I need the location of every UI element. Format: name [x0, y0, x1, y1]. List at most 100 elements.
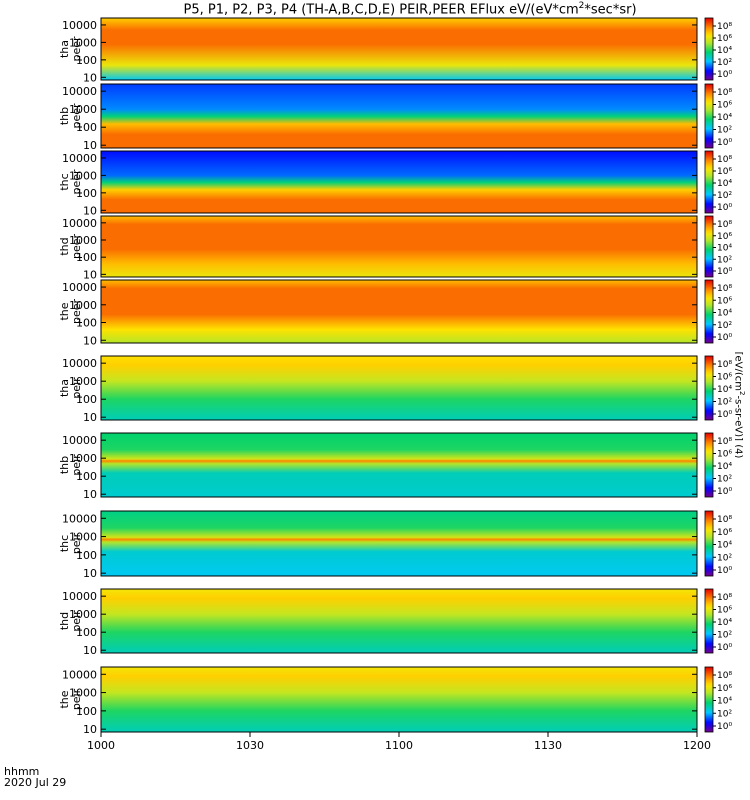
- panel-label-probe: the: [58, 690, 71, 708]
- colorbar-label-prefix: [eV/(cm: [735, 351, 744, 392]
- panel-label-probe: thc: [58, 173, 71, 190]
- colorbar-tick-label: 10⁸: [717, 437, 732, 447]
- panel-frame: [100, 150, 698, 214]
- y-tick-label: 10: [83, 71, 97, 84]
- colorbar-thc-peer: [704, 150, 714, 214]
- colorbar-label-suffix: -s-sr-eV)] (4): [735, 395, 744, 459]
- panel-label: thepeir: [58, 688, 83, 710]
- y-tick-label: 10000: [62, 152, 97, 165]
- colorbar-tick-label: 10⁶: [717, 34, 732, 44]
- colorbar-tick-label: 10⁸: [717, 360, 732, 370]
- chart-title: P5, P1, P2, P3, P4 (TH-A,B,C,D,E) PEIR,P…: [100, 1, 720, 17]
- colorbar-tick-label: 10⁰: [717, 333, 732, 343]
- y-tick-label: 1000: [69, 687, 97, 700]
- colorbar-tick-label: 10⁸: [717, 515, 732, 525]
- x-tick-label: 1130: [534, 739, 562, 752]
- colorbar-thd-peer: [704, 215, 714, 278]
- y-tick-label: 10000: [62, 512, 97, 525]
- panel-frame: [100, 510, 698, 577]
- colorbar-tick-label: 10⁶: [717, 167, 732, 177]
- panel-thc-peer: 10 100 1000 10000 thcpeer 10⁸ 10⁶ 10⁴ 10² 10⁰: [58, 150, 732, 217]
- colorbar-tick-label: 10²: [717, 631, 732, 641]
- y-tick-label: 100: [76, 549, 97, 562]
- panel-label: thcpeir: [58, 532, 83, 554]
- colorbar-the-peer: [704, 279, 714, 344]
- colorbar-tick-label: 10²: [717, 191, 732, 201]
- spectrogram-panels: 10100100010000thapeer10⁸10⁶10⁴10²10⁰1010…: [58, 17, 732, 736]
- panel-thb-peir: 10 100 1000 10000 thbpeir 10⁸ 10⁶ 10⁴ 10² 10⁰: [58, 432, 732, 501]
- panel-frame: [100, 17, 698, 81]
- x-tick-label: 1000: [87, 739, 115, 752]
- y-tick-label: 10: [83, 139, 97, 152]
- y-tick-label: 10: [83, 268, 97, 281]
- y-tick-label: 10000: [62, 668, 97, 681]
- chart-title-sup: 2: [578, 1, 585, 11]
- y-tick-label: 1000: [69, 103, 97, 116]
- y-tick-label: 100: [76, 251, 97, 264]
- panel-label-species: peir: [70, 454, 83, 476]
- colorbar-tick-label: 10⁸: [717, 284, 732, 294]
- colorbar-tick-label: 10⁴: [717, 113, 732, 123]
- panel-label-species: peer: [70, 169, 83, 195]
- colorbar-tick-label: 10⁰: [717, 643, 732, 653]
- panel-spectrogram-thc-peir: [101, 511, 697, 576]
- colorbar-tick-label: 10⁰: [717, 267, 732, 277]
- y-tick-label: 100: [76, 317, 97, 330]
- colorbar-tick-label: 10⁰: [717, 138, 732, 148]
- panel-spectrogram-the-peer: [101, 280, 697, 343]
- panel-spectrogram-thd-peir: [101, 589, 697, 653]
- colorbar-tick-label: 10⁴: [717, 697, 732, 707]
- y-tick-label: 1000: [69, 452, 97, 465]
- panel-frame: [100, 279, 698, 344]
- colorbar-the-peir: [704, 666, 714, 733]
- y-tick-label: 100: [76, 470, 97, 483]
- panel-label-probe: thd: [58, 237, 71, 255]
- colorbar-tick-label: 10²: [717, 255, 732, 265]
- colorbar-tick-label: 10²: [717, 398, 732, 408]
- colorbar-tick-label: 10⁶: [717, 101, 732, 111]
- colorbar-tick-label: 10⁶: [717, 232, 732, 242]
- colorbar-tick-label: 10⁴: [717, 462, 732, 472]
- y-tick-label: 10: [83, 567, 97, 580]
- y-tick-label: 10: [83, 723, 97, 736]
- y-tick-label: 100: [76, 54, 97, 67]
- y-tick-label: 10000: [62, 434, 97, 447]
- panel-frame: [100, 355, 698, 421]
- colorbar-tick-label: 10⁸: [717, 671, 732, 681]
- panel-spectrogram-thc-peer: [101, 151, 697, 213]
- x-tick-label: 1030: [236, 739, 264, 752]
- panel-label-species: peir: [70, 688, 83, 710]
- colorbar-tick-label: 10⁸: [717, 22, 732, 32]
- y-tick-label: 1000: [69, 375, 97, 388]
- y-tick-label: 1000: [69, 36, 97, 49]
- panel-label-probe: tha: [58, 40, 71, 58]
- y-tick-label: 1000: [69, 234, 97, 247]
- y-tick-label: 10: [83, 411, 97, 424]
- panel-thd-peir: 10 100 1000 10000 thdpeir 10⁸ 10⁶ 10⁴ 10² 10⁰: [58, 588, 732, 657]
- panel-label: thdpeer: [58, 234, 83, 260]
- y-tick-label: 100: [76, 121, 97, 134]
- colorbar-tick-label: 10⁰: [717, 70, 732, 80]
- panel-label-probe: thb: [58, 107, 71, 125]
- panel-thc-peir: 10 100 1000 10000 thcpeir 10⁸ 10⁶ 10⁴ 10² 10⁰: [58, 510, 732, 580]
- colorbar-tick-label: 10²: [717, 58, 732, 68]
- y-tick-label: 1000: [69, 531, 97, 544]
- y-tick-label: 10000: [62, 590, 97, 603]
- panel-label: thcpeer: [58, 169, 83, 195]
- panel-label: thbpeir: [58, 454, 83, 476]
- colorbar-tick-label: 10²: [717, 709, 732, 719]
- y-tick-label: 10: [83, 488, 97, 501]
- panel-label-probe: the: [58, 302, 71, 320]
- colorbar-tick-label: 10⁶: [717, 296, 732, 306]
- y-tick-label: 10000: [62, 217, 97, 230]
- colorbar-tick-label: 10⁶: [717, 684, 732, 694]
- panel-frame: [100, 432, 698, 498]
- panel-label-probe: thd: [58, 612, 71, 630]
- colorbar-tick-label: 10⁸: [717, 593, 732, 603]
- panel-spectrogram-thb-peer: [101, 84, 697, 148]
- colorbar-tick-label: 10⁴: [717, 244, 732, 254]
- colorbar-tick-label: 10⁸: [717, 88, 732, 98]
- panel-spectrogram-tha-peer: [101, 18, 697, 80]
- y-tick-label: 10: [83, 644, 97, 657]
